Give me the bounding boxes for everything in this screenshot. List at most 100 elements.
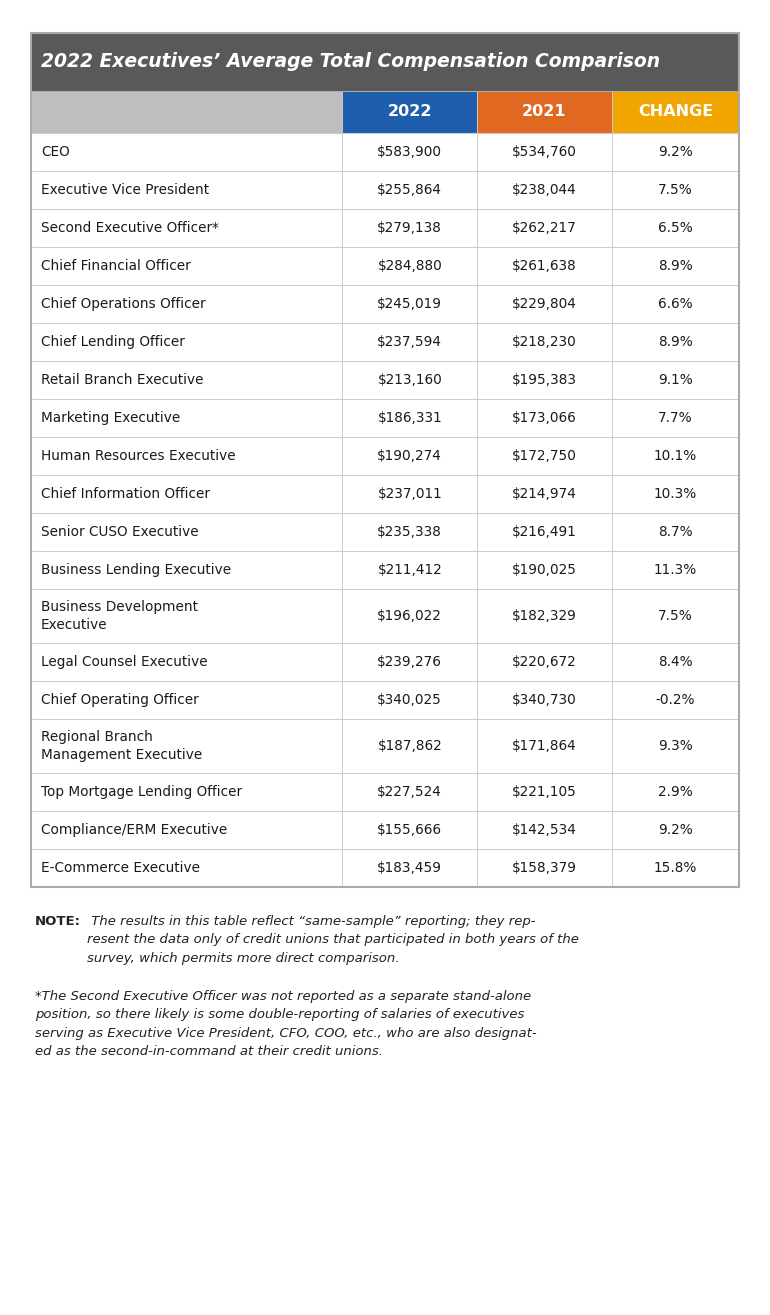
Text: 11.3%: 11.3% [654, 563, 697, 577]
Bar [31, 171, 739, 209]
Text: $155,666: $155,666 [377, 823, 442, 836]
Text: $237,011: $237,011 [377, 487, 442, 501]
Bar [31, 33, 739, 91]
Bar [343, 91, 477, 133]
Text: $261,638: $261,638 [512, 259, 577, 274]
Text: *The Second Executive Officer was not reported as a separate stand-alone
positio: *The Second Executive Officer was not re… [35, 990, 537, 1059]
Text: 8.9%: 8.9% [658, 335, 693, 348]
Text: $235,338: $235,338 [377, 525, 442, 539]
Text: $214,974: $214,974 [512, 487, 577, 501]
Text: $216,491: $216,491 [512, 525, 577, 539]
Text: Chief Operating Officer: Chief Operating Officer [41, 693, 199, 707]
Text: 2022: 2022 [387, 104, 432, 120]
Bar [31, 773, 739, 811]
Text: $220,672: $220,672 [512, 655, 577, 669]
Text: 7.7%: 7.7% [658, 410, 693, 425]
Text: 10.1%: 10.1% [654, 448, 697, 463]
Text: $340,730: $340,730 [512, 693, 577, 707]
Text: $158,379: $158,379 [512, 861, 577, 874]
Text: 7.5%: 7.5% [658, 609, 693, 623]
Bar [31, 437, 739, 475]
Text: $171,864: $171,864 [512, 739, 577, 753]
Text: Top Mortgage Lending Officer: Top Mortgage Lending Officer [41, 785, 242, 800]
Text: $190,025: $190,025 [512, 563, 577, 577]
Text: E-Commerce Executive: E-Commerce Executive [41, 861, 199, 874]
Text: $182,329: $182,329 [512, 609, 577, 623]
Bar [31, 475, 739, 513]
Text: Second Executive Officer*: Second Executive Officer* [41, 221, 219, 235]
Text: 15.8%: 15.8% [654, 861, 697, 874]
Text: 2.9%: 2.9% [658, 785, 693, 800]
Text: CEO: CEO [41, 145, 69, 159]
Text: $255,864: $255,864 [377, 183, 442, 197]
Text: 8.4%: 8.4% [658, 655, 693, 669]
Text: 9.2%: 9.2% [658, 823, 693, 836]
Text: Business Lending Executive: Business Lending Executive [41, 563, 231, 577]
Text: The results in this table reflect “same-sample” reporting; they rep-
resent the : The results in this table reflect “same-… [87, 915, 579, 965]
Text: $583,900: $583,900 [377, 145, 442, 159]
Bar [31, 849, 739, 886]
Text: $534,760: $534,760 [512, 145, 577, 159]
Bar [31, 719, 739, 773]
Bar [31, 285, 739, 323]
Text: $227,524: $227,524 [377, 785, 442, 800]
Bar [31, 589, 739, 643]
Text: Chief Operations Officer: Chief Operations Officer [41, 297, 206, 310]
Bar [31, 209, 739, 247]
Text: Legal Counsel Executive: Legal Counsel Executive [41, 655, 207, 669]
Bar [611, 91, 739, 133]
Text: $284,880: $284,880 [377, 259, 442, 274]
Text: Marketing Executive: Marketing Executive [41, 410, 180, 425]
Text: 7.5%: 7.5% [658, 183, 693, 197]
Text: Compliance/ERM Executive: Compliance/ERM Executive [41, 823, 227, 836]
Text: $245,019: $245,019 [377, 297, 442, 310]
Text: $195,383: $195,383 [512, 373, 577, 387]
Text: $196,022: $196,022 [377, 609, 442, 623]
Text: Regional Branch
Management Executive: Regional Branch Management Executive [41, 730, 202, 761]
Text: Chief Lending Officer: Chief Lending Officer [41, 335, 185, 348]
Bar [31, 398, 739, 437]
Text: $173,066: $173,066 [512, 410, 577, 425]
Text: $279,138: $279,138 [377, 221, 442, 235]
Text: $239,276: $239,276 [377, 655, 442, 669]
Text: $238,044: $238,044 [512, 183, 577, 197]
Bar [31, 91, 343, 133]
Bar [31, 323, 739, 360]
Text: 9.1%: 9.1% [658, 373, 693, 387]
Bar [31, 513, 739, 551]
Text: Executive Vice President: Executive Vice President [41, 183, 209, 197]
Text: $218,230: $218,230 [512, 335, 577, 348]
Text: 2022 Executives’ Average Total Compensation Comparison: 2022 Executives’ Average Total Compensat… [41, 53, 660, 71]
Text: $229,804: $229,804 [512, 297, 577, 310]
Text: $190,274: $190,274 [377, 448, 442, 463]
Bar [31, 360, 739, 398]
Text: $187,862: $187,862 [377, 739, 442, 753]
Text: $262,217: $262,217 [512, 221, 577, 235]
Bar [31, 811, 739, 849]
Text: NOTE:: NOTE: [35, 915, 81, 928]
Text: 8.9%: 8.9% [658, 259, 693, 274]
Text: $183,459: $183,459 [377, 861, 442, 874]
Text: Senior CUSO Executive: Senior CUSO Executive [41, 525, 199, 539]
Text: 10.3%: 10.3% [654, 487, 697, 501]
Text: Retail Branch Executive: Retail Branch Executive [41, 373, 203, 387]
Bar [31, 551, 739, 589]
Text: 2021: 2021 [522, 104, 567, 120]
Text: $172,750: $172,750 [512, 448, 577, 463]
Bar [31, 247, 739, 285]
Text: Chief Financial Officer: Chief Financial Officer [41, 259, 190, 274]
Text: Chief Information Officer: Chief Information Officer [41, 487, 209, 501]
Text: 9.2%: 9.2% [658, 145, 693, 159]
Text: $221,105: $221,105 [512, 785, 577, 800]
Text: 9.3%: 9.3% [658, 739, 693, 753]
Text: $213,160: $213,160 [377, 373, 442, 387]
Text: $142,534: $142,534 [512, 823, 577, 836]
Bar [477, 91, 611, 133]
Text: $211,412: $211,412 [377, 563, 442, 577]
Text: $186,331: $186,331 [377, 410, 442, 425]
Text: Business Development
Executive: Business Development Executive [41, 600, 198, 631]
Text: $340,025: $340,025 [377, 693, 442, 707]
Text: 8.7%: 8.7% [658, 525, 693, 539]
Text: Human Resources Executive: Human Resources Executive [41, 448, 236, 463]
Text: -0.2%: -0.2% [656, 693, 695, 707]
